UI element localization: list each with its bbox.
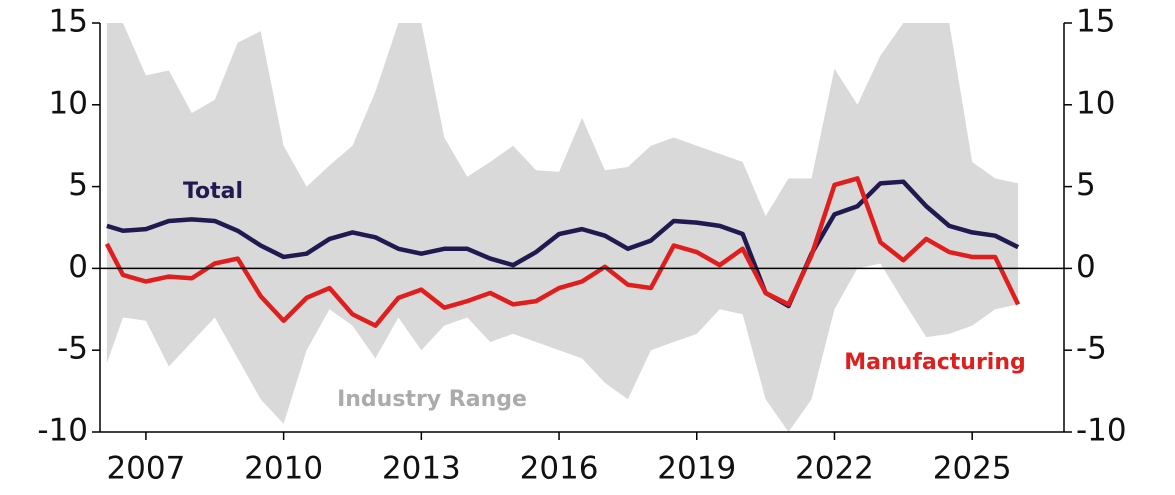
series-label: Manufacturing xyxy=(844,350,1026,375)
y2-tick-label: 0 xyxy=(1076,249,1096,285)
x-tick-label: 2016 xyxy=(520,451,599,487)
y-tick-label: -5 xyxy=(57,331,88,367)
range-label: Industry Range xyxy=(337,387,527,412)
x-tick-label: 2010 xyxy=(244,451,323,487)
x-tick-label: 2025 xyxy=(933,451,1012,487)
industry-range xyxy=(106,23,1019,432)
y2-tick-label: 15 xyxy=(1076,4,1115,40)
x-tick-label: 2007 xyxy=(106,451,185,487)
series-line xyxy=(104,176,1021,328)
x-tick-label: 2019 xyxy=(657,451,736,487)
y2-tick-label: 5 xyxy=(1076,167,1096,203)
y2-tick-label: -5 xyxy=(1076,331,1107,367)
y-tick-label: 0 xyxy=(68,249,88,285)
y2-tick-label: -10 xyxy=(1076,413,1127,449)
y-tick-label: 15 xyxy=(49,4,88,40)
y2-tick-label: 10 xyxy=(1076,85,1115,121)
y-tick-label: -10 xyxy=(37,413,88,449)
x-tick-label: 2013 xyxy=(382,451,461,487)
x-tick-label: 2022 xyxy=(795,451,874,487)
series-label: Total xyxy=(183,179,243,204)
y-tick-label: 10 xyxy=(49,85,88,121)
y-tick-label: 5 xyxy=(68,167,88,203)
